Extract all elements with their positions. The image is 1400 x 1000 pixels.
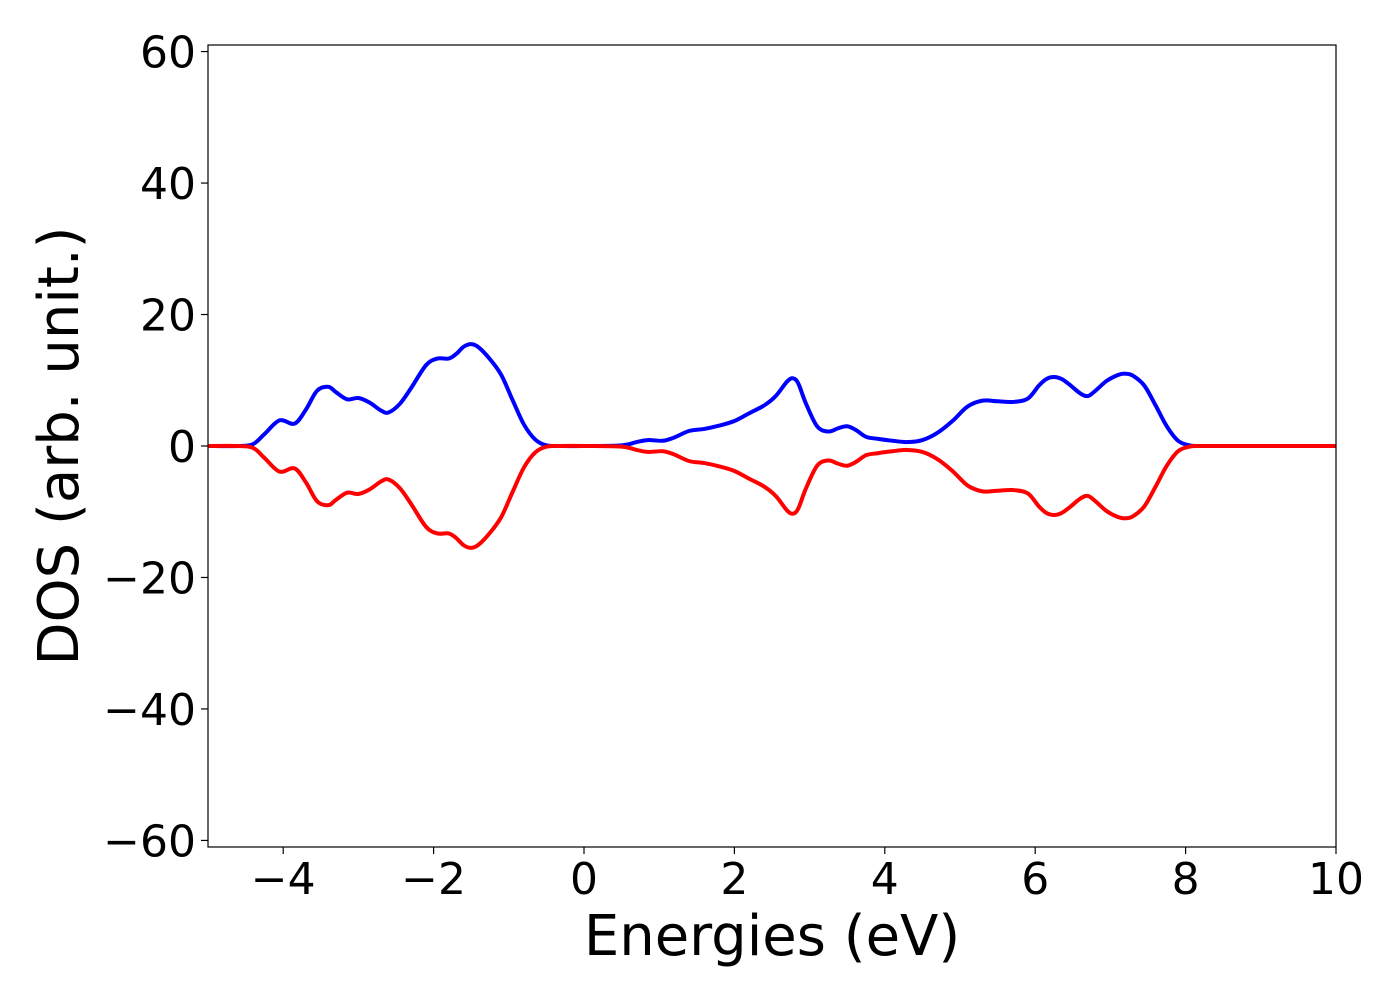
y-axis-ticks: −60 −40 −20 0 20 40 60 bbox=[103, 28, 208, 867]
y-tick-label: 40 bbox=[140, 159, 196, 210]
series-layer bbox=[207, 342, 1336, 550]
x-axis-ticks: −4 −2 0 2 4 6 8 10 bbox=[251, 847, 1364, 905]
y-tick-label: −20 bbox=[103, 553, 196, 604]
y-tick-label: −60 bbox=[103, 816, 196, 867]
y-tick-label: 20 bbox=[140, 291, 196, 342]
x-tick-label: 10 bbox=[1308, 854, 1364, 905]
x-axis-label: Energies (eV) bbox=[584, 904, 960, 969]
series-line-1 bbox=[207, 342, 1336, 449]
x-tick-label: 6 bbox=[1021, 854, 1049, 905]
series-line-2 bbox=[207, 443, 1336, 550]
y-axis-label: DOS (arb. unit.) bbox=[27, 226, 92, 665]
x-tick-label: −2 bbox=[401, 854, 466, 905]
x-tick-label: 4 bbox=[871, 854, 899, 905]
plot-frame bbox=[207, 44, 1337, 848]
y-tick-label: −40 bbox=[103, 685, 196, 736]
y-tick-label: 60 bbox=[140, 28, 196, 79]
x-tick-label: 2 bbox=[720, 854, 748, 905]
y-tick-label: 0 bbox=[168, 422, 196, 473]
x-tick-label: 8 bbox=[1172, 854, 1200, 905]
x-tick-label: 0 bbox=[570, 854, 598, 905]
x-tick-label: −4 bbox=[251, 854, 316, 905]
